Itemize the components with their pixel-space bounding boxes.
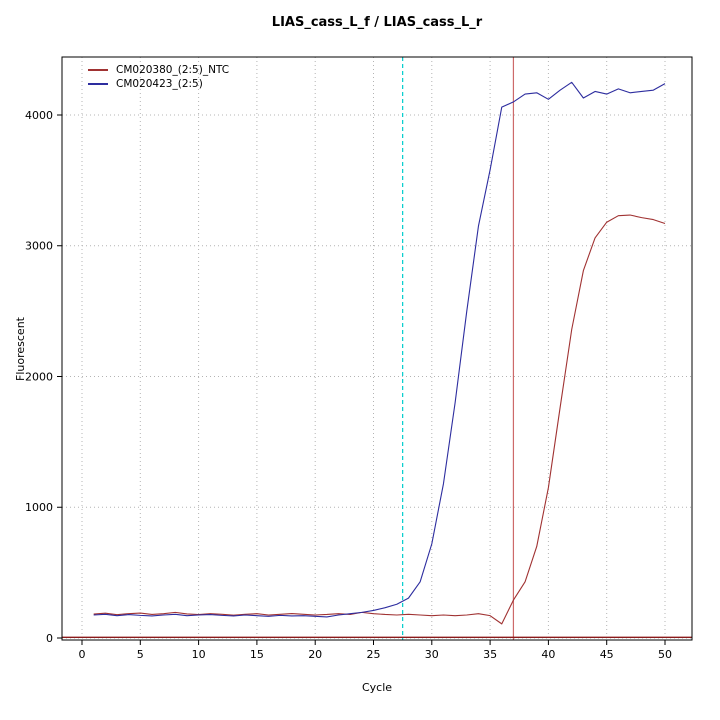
y-tick-label: 2000	[25, 370, 53, 383]
x-tick-label: 15	[250, 648, 264, 661]
x-tick-label: 45	[600, 648, 614, 661]
y-tick-label: 0	[46, 632, 53, 645]
x-tick-label: 0	[79, 648, 86, 661]
legend-label-sample: CM020423_(2:5)	[116, 78, 203, 90]
legend-line-blue	[88, 83, 108, 85]
y-tick-label: 1000	[25, 501, 53, 514]
x-tick-label: 50	[658, 648, 672, 661]
legend: CM020380_(2:5)_NTC CM020423_(2:5)	[88, 63, 229, 91]
legend-entry-ntc: CM020380_(2:5)_NTC	[88, 63, 229, 77]
series-line-1	[93, 81, 666, 618]
legend-line-red	[88, 69, 108, 71]
x-tick-label: 25	[367, 648, 381, 661]
x-tick-label: 40	[541, 648, 555, 661]
x-axis-title: Cycle	[361, 681, 393, 694]
x-tick-label: 10	[192, 648, 206, 661]
y-axis-title: Fluorescent	[14, 317, 27, 381]
x-tick-label: 5	[137, 648, 144, 661]
series-line-0	[93, 214, 666, 625]
x-tick-label: 30	[425, 648, 439, 661]
chart-title: LIAS_cass_L_f / LIAS_cass_L_r	[271, 15, 483, 30]
y-tick-label: 4000	[25, 109, 53, 122]
legend-entry-sample: CM020423_(2:5)	[88, 77, 229, 91]
x-tick-label: 20	[308, 648, 322, 661]
plot-box	[61, 56, 693, 641]
y-tick-label: 3000	[25, 240, 53, 253]
x-tick-label: 35	[483, 648, 497, 661]
legend-label-ntc: CM020380_(2:5)_NTC	[116, 64, 230, 76]
